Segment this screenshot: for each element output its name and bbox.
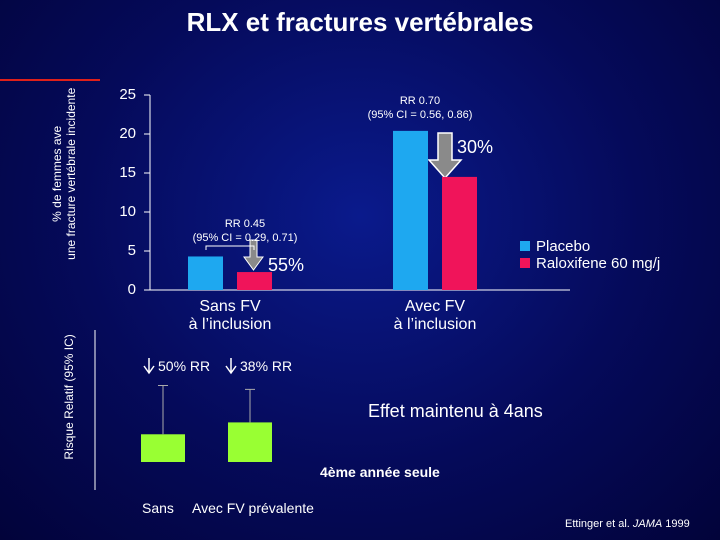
arrow	[427, 132, 463, 180]
bar	[237, 272, 272, 290]
y-axis-label: % de femmes ave une fracture vertébrale …	[50, 87, 78, 260]
source-journal: JAMA	[632, 518, 663, 530]
arrow	[143, 358, 155, 375]
bracket	[205, 245, 255, 250]
y-axis-label: Risque Relatif (95% IC)	[62, 334, 77, 460]
legend-swatch	[520, 258, 530, 268]
y-tick-label: 25	[119, 86, 136, 103]
x-tick-label: Avec FV prévalente	[192, 500, 314, 516]
annotation: RR 0.70	[399, 95, 441, 107]
legend-label: Raloxifene 60 mg/j	[536, 255, 661, 272]
arrow	[225, 358, 237, 375]
arrow	[243, 239, 264, 271]
y-tick-label: 10	[119, 203, 136, 220]
y-tick-label: 5	[127, 242, 136, 259]
legend-label: Placebo	[536, 238, 591, 255]
annotation: 4ème année seule	[320, 464, 440, 480]
annotation: (95% CI = 0.56, 0.86)	[367, 109, 473, 121]
x-tick-label: Avec FV à l’inclusion	[393, 298, 477, 334]
annotation: (95% CI = 0.29, 0.71)	[192, 232, 298, 244]
annotation: 50% RR	[158, 358, 211, 374]
bar	[393, 130, 428, 290]
annotation: RR 0.45	[224, 218, 266, 230]
source-year: 1999	[665, 518, 690, 530]
bar	[188, 256, 223, 290]
x-tick-label: Sans FV à l’inclusion	[188, 298, 272, 334]
annotation: 55%	[268, 255, 305, 275]
annotation: 30%	[457, 137, 494, 157]
source-authors: Ettinger et al.	[565, 518, 630, 530]
error-bar	[245, 388, 255, 423]
title: RLX et fractures vertébrales	[186, 7, 534, 37]
annotation: Effet maintenu à 4ans	[368, 401, 543, 421]
y-tick-label: 15	[119, 164, 136, 181]
source: Ettinger et al. JAMA 1999	[565, 518, 690, 531]
error-bar	[158, 384, 168, 435]
bar	[442, 176, 477, 290]
y-tick-label: 20	[119, 125, 136, 142]
legend-swatch	[520, 241, 530, 251]
y-tick-label: 0	[127, 281, 136, 298]
bar	[228, 422, 272, 462]
x-tick-label: Sans	[142, 500, 174, 516]
bar	[141, 434, 185, 462]
annotation: 38% RR	[240, 358, 293, 374]
